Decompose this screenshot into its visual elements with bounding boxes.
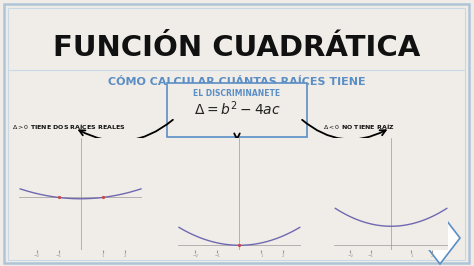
Text: EL DISCRIMINANETE: EL DISCRIMINANETE: [193, 89, 281, 98]
Text: $\Delta = 0$ TIENE UNA RAÍZ DOBLE: $\Delta = 0$ TIENE UNA RAÍZ DOBLE: [186, 141, 288, 151]
Text: CÓMO CALCULAR CUÁNTAS RAÍCES TIENE: CÓMO CALCULAR CUÁNTAS RAÍCES TIENE: [108, 77, 366, 87]
Text: $\Delta= b^2 - 4ac$: $\Delta= b^2 - 4ac$: [193, 100, 281, 118]
Text: $\mathcal{E}$: $\mathcal{E}$: [436, 239, 444, 251]
Text: $\mathcal{S}$: $\mathcal{S}$: [435, 224, 445, 236]
Text: FUNCIÓN CUADRÁTICA: FUNCIÓN CUADRÁTICA: [54, 34, 420, 62]
Text: $\Delta < 0$ NO TIENE RAÍZ: $\Delta < 0$ NO TIENE RAÍZ: [323, 121, 394, 131]
FancyBboxPatch shape: [167, 83, 307, 137]
FancyBboxPatch shape: [4, 4, 469, 263]
Text: $\Delta > 0$ TIENE DOS RAÍCES REALES: $\Delta > 0$ TIENE DOS RAÍCES REALES: [12, 121, 126, 131]
Polygon shape: [420, 212, 460, 264]
